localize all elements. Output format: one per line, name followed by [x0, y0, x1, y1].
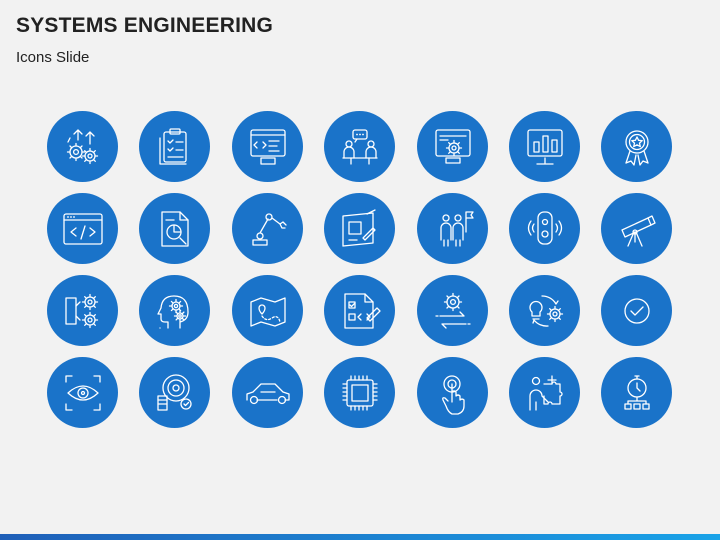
analytics-monitor-circle [509, 111, 580, 182]
team-meeting-circle [324, 111, 395, 182]
gears-idea-circle [47, 111, 118, 182]
stopwatch-network-circle [601, 357, 672, 428]
stopwatch-network-icon [614, 370, 660, 416]
code-window-icon [60, 206, 106, 252]
touch-hand-icon [430, 370, 476, 416]
blueprint-design-icon [337, 206, 383, 252]
microchip-icon [337, 370, 383, 416]
monitor-gear-icon [430, 124, 476, 170]
page-subtitle: Icons Slide [16, 49, 90, 66]
car-circle [232, 357, 303, 428]
smartphone-signal-circle [509, 193, 580, 264]
page-title: SYSTEMS ENGINEERING [16, 14, 274, 37]
person-puzzle-circle [509, 357, 580, 428]
map-route-circle [232, 275, 303, 346]
monitor-gear-circle [417, 111, 488, 182]
code-document-icon [337, 288, 383, 334]
code-window-circle [47, 193, 118, 264]
head-gears-circle [139, 275, 210, 346]
idea-gear-cycle-circle [509, 275, 580, 346]
map-route-icon [245, 288, 291, 334]
robotic-arm-icon [245, 206, 291, 252]
touch-hand-circle [417, 357, 488, 428]
microchip-circle [324, 357, 395, 428]
team-meeting-icon [337, 124, 383, 170]
eye-scan-icon [60, 370, 106, 416]
checklist-clipboard-circle [139, 111, 210, 182]
team-flag-icon [430, 206, 476, 252]
eye-scan-circle [47, 357, 118, 428]
smartphone-signal-icon [522, 206, 568, 252]
idea-gear-cycle-icon [522, 288, 568, 334]
telescope-circle [601, 193, 672, 264]
award-badge-circle [601, 111, 672, 182]
checklist-clipboard-icon [152, 124, 198, 170]
document-analysis-icon [152, 206, 198, 252]
checkmark-circle-icon [614, 288, 660, 334]
car-icon [245, 370, 291, 416]
award-badge-icon [614, 124, 660, 170]
analytics-monitor-icon [522, 124, 568, 170]
code-monitor-icon [245, 124, 291, 170]
gear-exchange-icon [430, 288, 476, 334]
gear-process-circle [47, 275, 118, 346]
person-puzzle-icon [522, 370, 568, 416]
team-flag-circle [417, 193, 488, 264]
blueprint-design-circle [324, 193, 395, 264]
code-monitor-circle [232, 111, 303, 182]
disk-money-circle [139, 357, 210, 428]
robotic-arm-circle [232, 193, 303, 264]
gears-idea-icon [60, 124, 106, 170]
bottom-accent-bar [0, 534, 720, 540]
gear-exchange-circle [417, 275, 488, 346]
telescope-icon [614, 206, 660, 252]
code-document-circle [324, 275, 395, 346]
head-gears-icon [152, 288, 198, 334]
gear-process-icon [60, 288, 106, 334]
disk-money-icon [152, 370, 198, 416]
document-analysis-circle [139, 193, 210, 264]
checkmark-circle-circle [601, 275, 672, 346]
